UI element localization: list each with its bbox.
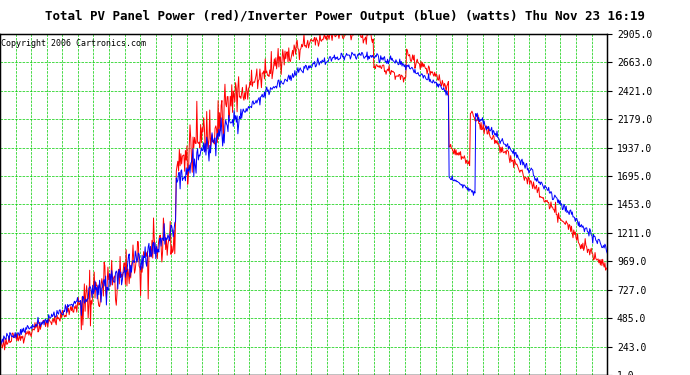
Text: Copyright 2006 Cartronics.com: Copyright 2006 Cartronics.com bbox=[1, 39, 146, 48]
Text: Total PV Panel Power (red)/Inverter Power Output (blue) (watts) Thu Nov 23 16:19: Total PV Panel Power (red)/Inverter Powe… bbox=[45, 10, 645, 23]
